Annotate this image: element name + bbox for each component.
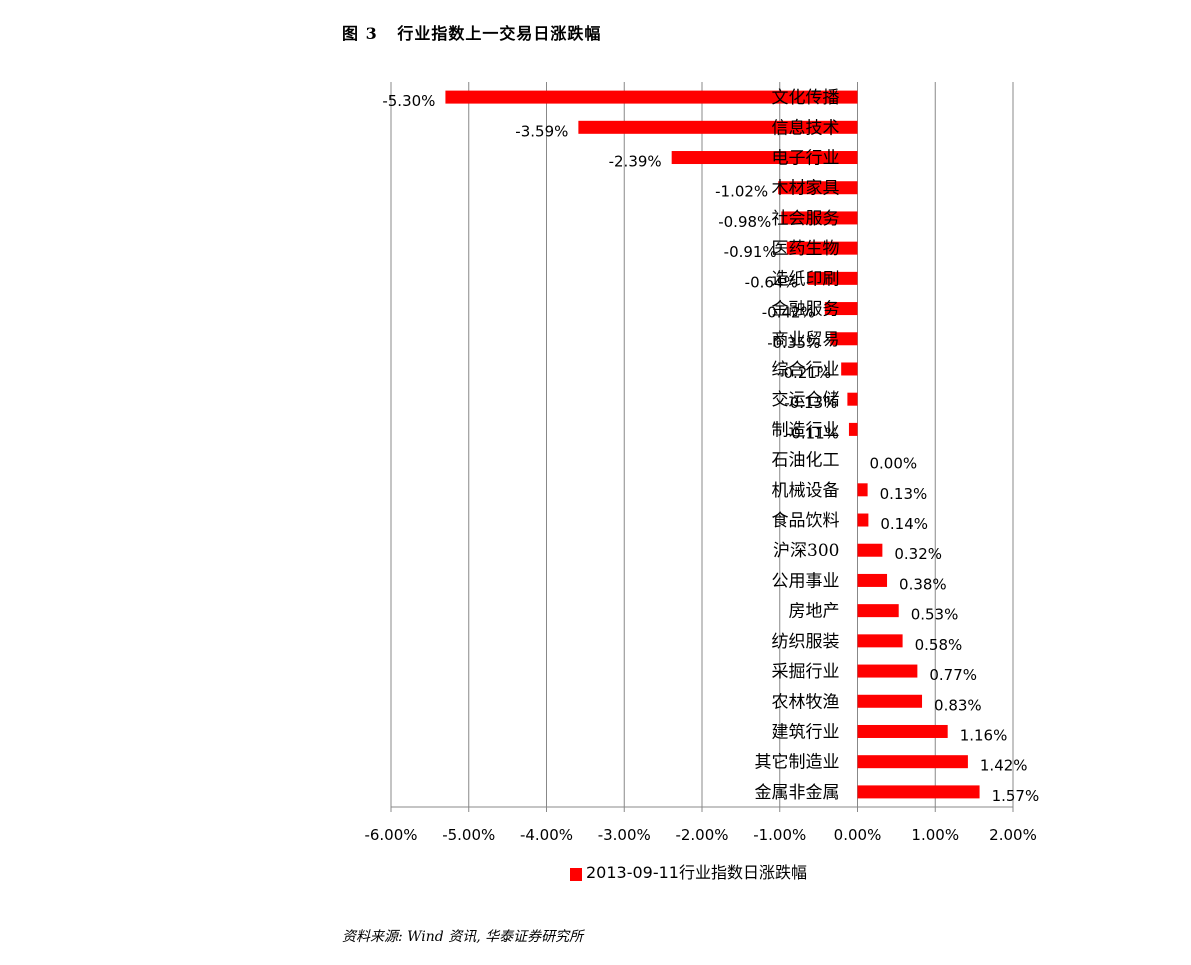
value-labels: -5.30% -3.59% -2.39% -1.02% -0.98% -0.91% -0.6… (382, 92, 1039, 805)
value-label-16: 0.32% (894, 545, 942, 563)
x-tick-label-5: -2.00% (675, 826, 728, 844)
x-tick-label-9: 2.00% (989, 826, 1037, 844)
category-label-10: 综合行业 (772, 360, 840, 380)
category-label-12: 制造行业 (772, 420, 840, 440)
value-label-14: 0.13% (880, 485, 928, 503)
value-label-23: 1.42% (980, 757, 1028, 775)
value-label-8: -0.42% (762, 304, 815, 322)
x-tick-label-2: -5.00% (442, 826, 495, 844)
value-label-19: 0.58% (915, 636, 963, 654)
category-label-16: 沪深300 (773, 541, 839, 561)
value-label-24: 1.57% (992, 787, 1040, 805)
bar-12 (848, 422, 858, 436)
category-label-15: 食品饮料 (772, 511, 840, 531)
bar-3 (671, 151, 858, 165)
value-label-11: -0.13% (784, 394, 837, 412)
category-label-18: 房地产 (789, 602, 840, 622)
figure-title: 图 3 行业指数上一交易日涨跌幅 (342, 24, 602, 43)
category-label-22: 建筑行业 (772, 722, 840, 742)
value-label-1: -5.30% (382, 92, 435, 110)
legend-label: 2013-09-11行业指数日涨跌幅 (586, 863, 807, 882)
value-label-20: 0.77% (929, 666, 977, 684)
bar-5 (781, 211, 858, 225)
x-tick-label-4: -3.00% (598, 826, 651, 844)
value-label-3: -2.39% (609, 153, 662, 171)
category-labels: 文化传播信息技术电子行业木材家具社会服务医药生物造纸印刷金融服务商业贸易综合行业… (755, 88, 840, 803)
value-label-17: 0.38% (899, 575, 947, 593)
value-label-22: 1.16% (960, 726, 1008, 744)
bar-20 (857, 664, 918, 678)
value-label-10: -0.21% (778, 364, 831, 382)
category-label-8: 金融服务 (772, 300, 840, 320)
category-label-11: 交运仓储 (772, 390, 840, 410)
value-label-12: -0.11% (786, 424, 839, 442)
category-label-13: 石油化工 (772, 451, 840, 471)
category-label-5: 社会服务 (772, 209, 840, 229)
value-label-9: -0.35% (767, 334, 820, 352)
bar-series (445, 90, 980, 799)
bar-7 (807, 271, 858, 285)
bar-18 (857, 604, 899, 618)
bar-21 (857, 694, 923, 708)
bar-16 (857, 543, 883, 557)
category-label-14: 机械设备 (772, 481, 840, 501)
bar-23 (857, 755, 968, 769)
source-note: 资料来源: Wind 资讯, 华泰证券研究所 (342, 929, 584, 945)
x-tick-label-3: -4.00% (520, 826, 573, 844)
value-label-4: -1.02% (715, 183, 768, 201)
x-axis-ticks: -6.00% -5.00% -4.00% -3.00% -2.00% -1.00% 0.00… (364, 826, 1036, 844)
bar-19 (857, 634, 903, 648)
category-label-7: 造纸印刷 (772, 269, 840, 289)
gridlines (390, 82, 1014, 812)
category-label-23: 其它制造业 (755, 753, 840, 773)
x-tick-label-1: -6.00% (364, 826, 417, 844)
bar-11 (847, 392, 858, 406)
value-label-18: 0.53% (911, 606, 959, 624)
bar-9 (830, 332, 858, 346)
value-label-15: 0.14% (880, 515, 928, 533)
bar-24 (857, 785, 980, 799)
value-label-5: -0.98% (718, 213, 771, 231)
category-label-2: 信息技术 (772, 118, 840, 138)
category-label-20: 采掘行业 (772, 662, 840, 682)
category-label-4: 木材家具 (772, 179, 840, 199)
bar-14 (857, 483, 868, 497)
category-label-24: 金属非金属 (755, 783, 840, 803)
bar-6 (786, 241, 858, 255)
value-label-13: 0.00% (870, 455, 918, 473)
category-label-9: 商业贸易 (772, 330, 840, 350)
category-label-17: 公用事业 (772, 571, 840, 591)
category-label-1: 文化传播 (772, 88, 840, 108)
bar-2 (578, 120, 858, 134)
bar-15 (857, 513, 869, 527)
value-label-2: -3.59% (515, 122, 568, 140)
bar-4 (778, 181, 858, 195)
value-label-21: 0.83% (934, 696, 982, 714)
category-label-6: 医药生物 (772, 239, 840, 259)
bar-17 (857, 573, 888, 587)
category-label-21: 农林牧渔 (772, 692, 840, 712)
x-tick-label-8: 1.00% (911, 826, 959, 844)
legend: 2013-09-11行业指数日涨跌幅 (570, 863, 807, 882)
value-label-7: -0.64% (745, 273, 798, 291)
x-tick-label-7: 0.00% (834, 826, 882, 844)
bar-1 (445, 90, 858, 104)
category-label-3: 电子行业 (772, 149, 840, 169)
legend-swatch (570, 868, 582, 881)
x-tick-label-6: -1.00% (753, 826, 806, 844)
bar-10 (841, 362, 858, 376)
category-label-19: 纺织服装 (772, 632, 840, 652)
bar-22 (857, 724, 948, 738)
bar-8 (824, 302, 858, 316)
value-label-6: -0.91% (724, 243, 777, 261)
